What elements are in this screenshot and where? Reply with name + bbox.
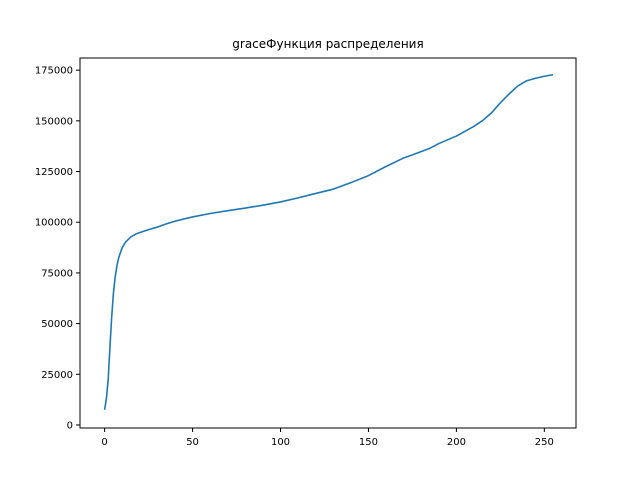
y-tick-label-0: 0: [67, 420, 73, 431]
x-tick-label-1: 50: [186, 437, 199, 448]
y-tick-label-7: 175000: [35, 66, 73, 77]
x-tick-label-5: 250: [535, 437, 554, 448]
series-line-0: [103, 73, 554, 410]
y-tick-label-3: 75000: [41, 268, 73, 279]
y-tick-label-4: 100000: [35, 218, 73, 229]
y-tick-label-2: 50000: [41, 319, 73, 330]
y-tick-label-5: 125000: [35, 167, 73, 178]
chart-title: graceФункция распределения: [232, 37, 423, 51]
x-tick-label-2: 100: [271, 437, 290, 448]
y-tick-label-6: 150000: [35, 116, 73, 127]
x-tick-label-0: 0: [101, 437, 107, 448]
x-tick-label-3: 150: [359, 437, 378, 448]
x-tick-label-4: 200: [447, 437, 466, 448]
x-axis: 0 50 100 150 200 250: [101, 428, 554, 448]
plot-frame: [79, 57, 577, 429]
y-axis: 0 25000 50000 75000 100000 125000 150000 175000: [35, 66, 80, 431]
plot-line-layer: [103, 73, 554, 410]
y-tick-label-1: 25000: [41, 370, 73, 381]
